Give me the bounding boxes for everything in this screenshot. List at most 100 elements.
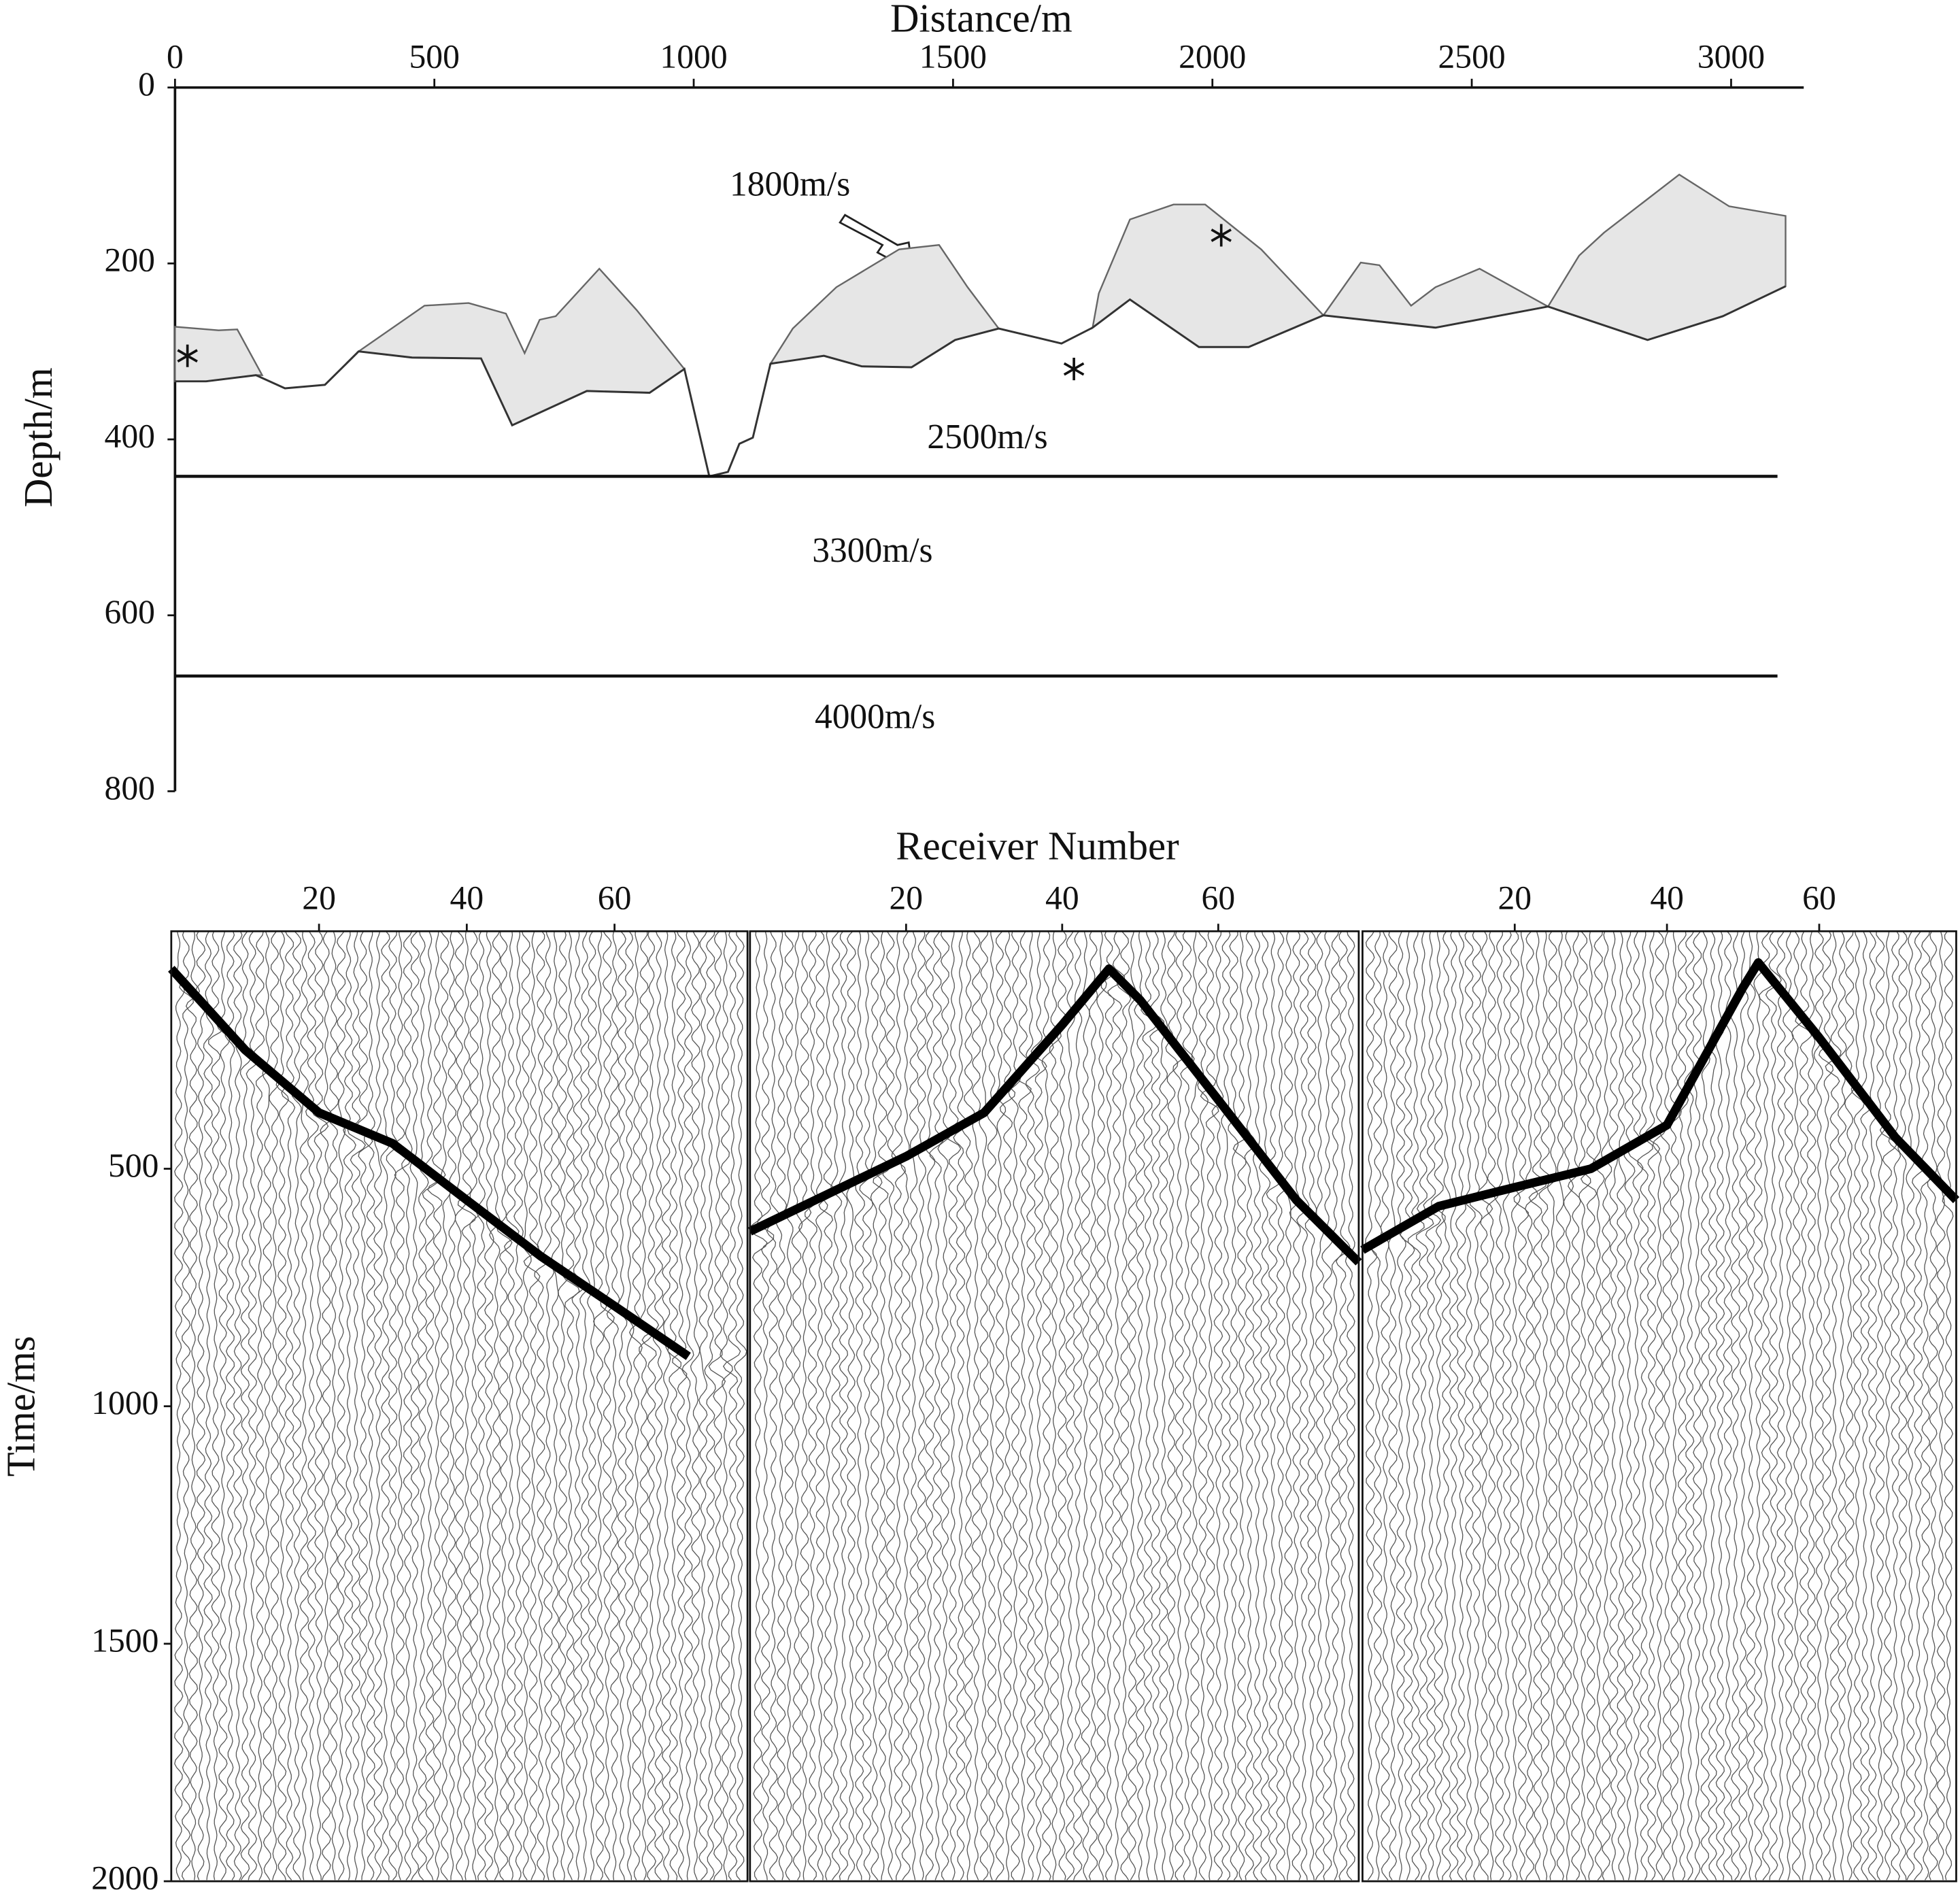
seismic-trace bbox=[1693, 930, 1704, 1880]
seismic-trace bbox=[639, 931, 652, 1880]
x-tick-label: 20 bbox=[302, 879, 336, 917]
seismic-trace bbox=[1942, 930, 1954, 1880]
seismic-trace bbox=[749, 931, 768, 1880]
seismic-trace bbox=[600, 930, 615, 1880]
seismic-trace bbox=[606, 931, 620, 1880]
y-tick-label: 600 bbox=[105, 593, 155, 630]
x-tick-label: 40 bbox=[1045, 879, 1079, 917]
seismic-trace bbox=[1644, 931, 1661, 1880]
seismic-trace bbox=[617, 930, 628, 1880]
seismic-trace bbox=[275, 930, 289, 1880]
seismic-trace bbox=[1547, 930, 1557, 1880]
seismic-trace bbox=[1416, 931, 1434, 1880]
seismic-trace bbox=[593, 931, 607, 1880]
seismic-trace bbox=[1431, 931, 1446, 1880]
seismic-trace bbox=[766, 931, 780, 1880]
seismic-trace bbox=[1056, 930, 1069, 1880]
seismic-trace bbox=[179, 931, 195, 1880]
seismic-trace bbox=[1592, 931, 1605, 1880]
seismic-trace bbox=[999, 931, 1016, 1880]
y-tick-label: 2000 bbox=[91, 1859, 158, 1890]
seismic-trace bbox=[427, 931, 446, 1880]
seismic-trace bbox=[1072, 930, 1083, 1880]
seismic-trace bbox=[1920, 931, 1934, 1880]
velocity-label: 1800m/s bbox=[730, 165, 850, 204]
panel-frame bbox=[170, 930, 749, 1883]
seismic-trace bbox=[1172, 931, 1187, 1880]
seismic-trace bbox=[195, 930, 206, 1880]
seismic-trace bbox=[924, 930, 936, 1880]
seismic-trace bbox=[720, 931, 733, 1880]
seismic-trace bbox=[1081, 931, 1091, 1880]
seismic-trace bbox=[246, 930, 260, 1880]
seismic-trace bbox=[327, 931, 339, 1880]
seismic-trace bbox=[846, 930, 856, 1880]
seismic-trace bbox=[1449, 931, 1459, 1880]
seismic-trace bbox=[708, 930, 726, 1880]
seismic-trace bbox=[1795, 930, 1812, 1880]
seismic-trace bbox=[484, 931, 494, 1880]
seismic-trace bbox=[1149, 930, 1165, 1880]
y-tick-label: 500 bbox=[108, 1147, 158, 1184]
seismic-trace bbox=[1244, 930, 1256, 1880]
seismic-trace bbox=[1128, 931, 1137, 1880]
seismic-trace bbox=[900, 930, 911, 1880]
seismic-trace bbox=[1936, 931, 1946, 1880]
seismic-trace bbox=[1677, 931, 1689, 1880]
seismic-trace bbox=[1100, 931, 1115, 1880]
x-tick-label: 1500 bbox=[919, 38, 987, 75]
seismic-trace bbox=[1321, 930, 1333, 1880]
seismic-trace bbox=[1851, 931, 1865, 1880]
x-tick-label: 1000 bbox=[660, 38, 727, 75]
seismic-trace bbox=[979, 931, 990, 1880]
seismic-trace bbox=[1380, 931, 1390, 1880]
seismic-trace bbox=[1912, 930, 1925, 1880]
seismic-trace bbox=[1252, 931, 1262, 1880]
seismic-trace bbox=[1096, 931, 1107, 1880]
x-axis-title: Distance/m bbox=[890, 0, 1072, 41]
seismic-trace bbox=[454, 930, 466, 1880]
seismic-trace bbox=[534, 930, 549, 1880]
seismic-trace bbox=[185, 931, 201, 1880]
x-tick-label: 2500 bbox=[1438, 38, 1505, 75]
seismic-trace bbox=[1476, 930, 1493, 1880]
seismic-trace bbox=[392, 931, 411, 1880]
seismic-trace bbox=[1813, 930, 1824, 1880]
seismic-trace bbox=[995, 930, 1007, 1880]
y-tick-label: 800 bbox=[105, 769, 155, 807]
seismic-trace bbox=[1289, 930, 1302, 1880]
seismic-trace bbox=[1563, 931, 1574, 1880]
seismic-trace bbox=[1627, 931, 1644, 1880]
seismic-trace bbox=[667, 931, 682, 1880]
seismic-trace bbox=[1868, 930, 1878, 1880]
seismic-trace bbox=[971, 930, 981, 1880]
seismic-trace bbox=[1469, 931, 1483, 1880]
seismic-trace bbox=[1825, 931, 1842, 1880]
seismic-trace bbox=[1296, 930, 1310, 1880]
seismic-trace bbox=[1211, 931, 1224, 1880]
seismic-trace bbox=[290, 930, 302, 1880]
seismic-trace bbox=[953, 931, 968, 1880]
seismic-trace bbox=[1906, 930, 1916, 1880]
seismic-trace bbox=[909, 931, 919, 1880]
low-velocity-zone bbox=[1547, 173, 1787, 341]
seismic-trace bbox=[624, 930, 635, 1880]
seismic-trace bbox=[386, 931, 399, 1880]
seismic-trace bbox=[1396, 931, 1406, 1880]
seismic-trace bbox=[1753, 931, 1764, 1880]
seismic-trace bbox=[641, 931, 660, 1880]
seismic-trace bbox=[1423, 931, 1442, 1880]
source-marker bbox=[1063, 358, 1085, 381]
seismic-trace bbox=[239, 930, 252, 1880]
seismic-trace bbox=[1228, 931, 1239, 1880]
seismic-trace bbox=[1525, 930, 1538, 1880]
seismic-trace bbox=[1221, 931, 1231, 1880]
seismic-trace bbox=[1315, 930, 1325, 1880]
x-axis-title: Receiver Number bbox=[896, 824, 1179, 868]
seismic-trace bbox=[937, 931, 951, 1880]
seismic-trace bbox=[1578, 930, 1591, 1880]
seismic-trace bbox=[1140, 931, 1158, 1880]
seismic-trace bbox=[203, 930, 214, 1880]
x-tick-label: 3000 bbox=[1697, 38, 1765, 75]
seismic-trace bbox=[373, 931, 383, 1880]
